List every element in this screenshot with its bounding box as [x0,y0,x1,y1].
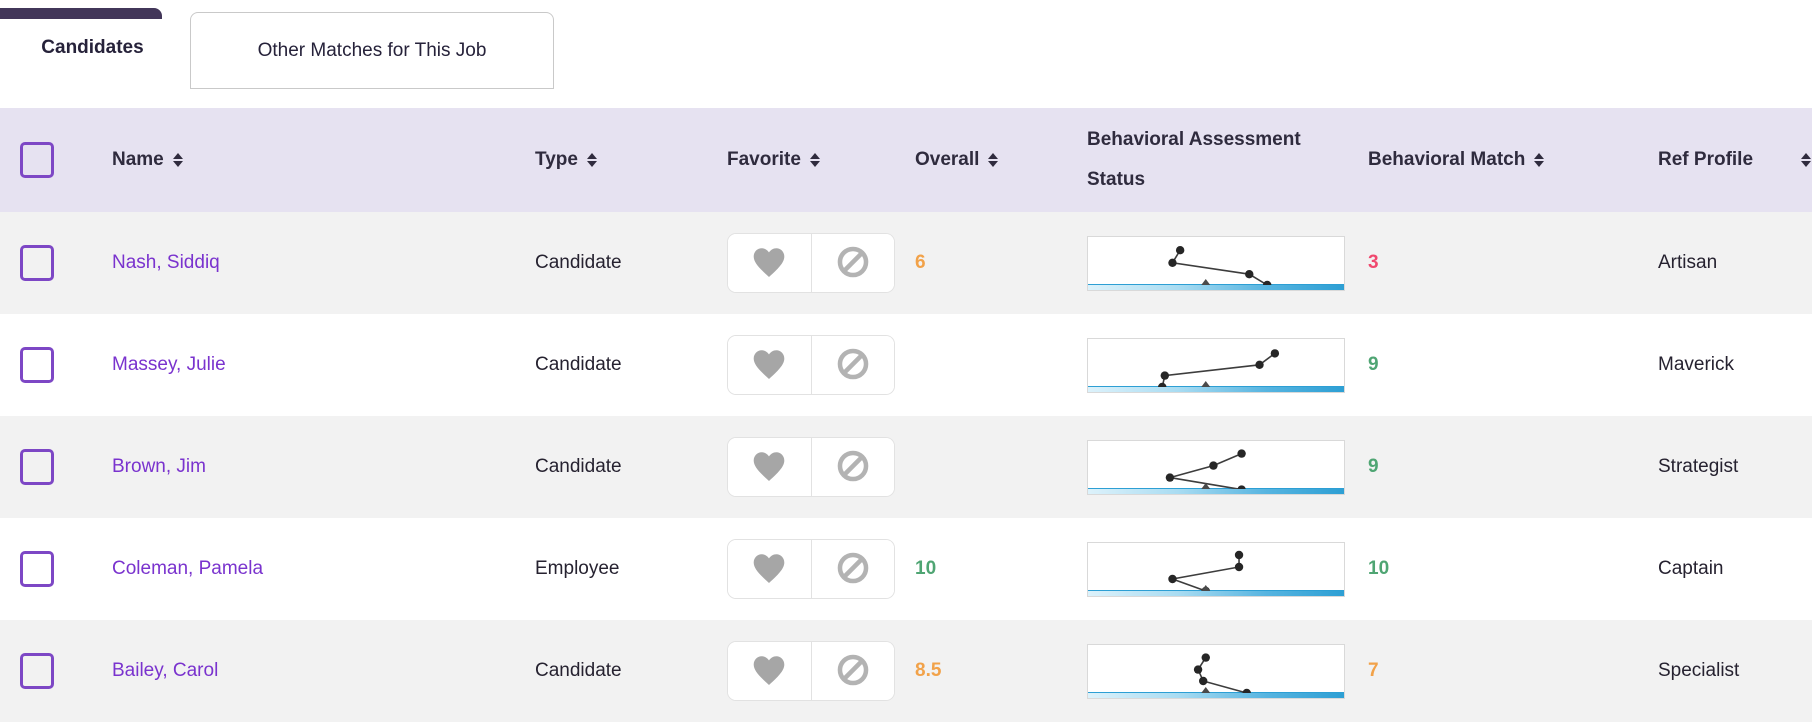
overall-score: 10 [915,558,937,579]
tab-other-matches-label: Other Matches for This Job [257,39,487,61]
table-header-row: Name Type Favorite Overall Behavioral As… [0,108,1812,212]
row-checkbox[interactable] [20,449,54,485]
type-value: Employee [535,558,620,579]
dismiss-block-button[interactable] [811,540,894,598]
favorite-heart-button[interactable] [728,540,812,598]
tab-candidates-label: Candidates [41,37,144,58]
block-icon [836,551,870,588]
chart-gradient-bar [1088,283,1344,290]
favorite-heart-button[interactable] [728,234,812,292]
block-icon [836,347,870,384]
behavioral-match-score: 10 [1368,558,1390,579]
dismiss-block-button[interactable] [811,438,894,496]
behavioral-match-score: 9 [1368,354,1379,375]
column-header-type[interactable]: Type [535,149,578,170]
behavioral-match-score: 7 [1368,660,1379,681]
table-row: Brown, Jim Candidate [0,416,1812,518]
chart-gradient-bar [1088,691,1344,698]
heart-icon [751,551,787,588]
table-row: Coleman, Pamela Employee [0,518,1812,620]
select-all-checkbox[interactable] [20,142,54,178]
favorite-heart-button[interactable] [728,336,812,394]
behavioral-pattern-chart [1087,439,1345,495]
behavioral-match-score: 9 [1368,456,1379,477]
table-row: Bailey, Carol Candidate [0,620,1812,722]
tab-bar: Candidates Other Matches for This Job [0,0,1812,108]
column-header-behavioral-assessment-status: Behavioral Assessment Status [1087,129,1301,190]
candidate-name-link[interactable]: Brown, Jim [112,456,206,477]
overall-score: 6 [915,252,926,273]
type-value: Candidate [535,660,622,681]
heart-icon [751,653,787,690]
favorite-heart-button[interactable] [728,642,812,700]
heart-icon [751,347,787,384]
chart-gradient-bar [1088,487,1344,494]
sort-icon[interactable] [809,153,820,167]
candidate-name-link[interactable]: Coleman, Pamela [112,558,264,579]
candidate-name-link[interactable]: Bailey, Carol [112,660,219,681]
type-value: Candidate [535,456,622,477]
tab-candidates[interactable]: Candidates [0,8,185,88]
behavioral-pattern-chart [1087,541,1345,597]
behavioral-match-score: 3 [1368,252,1379,273]
ref-profile-value: Maverick [1658,354,1735,375]
sort-icon[interactable] [1534,153,1545,167]
ref-profile-value: Strategist [1658,456,1739,477]
column-header-ref-profile[interactable]: Ref Profile [1658,149,1754,170]
sort-icon[interactable] [1801,153,1812,167]
chart-gradient-bar [1088,385,1344,392]
sort-icon[interactable] [988,153,999,167]
heart-icon [751,245,787,282]
table-body: Nash, Siddiq Candidate [0,212,1812,722]
ref-profile-value: Specialist [1658,660,1740,681]
block-icon [836,245,870,282]
active-tab-accent-bar [0,8,162,19]
row-checkbox[interactable] [20,551,54,587]
column-header-name[interactable]: Name [112,149,164,170]
row-checkbox[interactable] [20,347,54,383]
table-row: Massey, Julie Candidate [0,314,1812,416]
dismiss-block-button[interactable] [811,642,894,700]
block-icon [836,653,870,690]
chart-gradient-bar [1088,589,1344,596]
ref-profile-value: Captain [1658,558,1724,579]
heart-icon [751,449,787,486]
sort-icon[interactable] [586,153,597,167]
overall-score: 8.5 [915,660,942,681]
favorite-button-group [727,335,895,395]
row-checkbox[interactable] [20,245,54,281]
dismiss-block-button[interactable] [811,234,894,292]
block-icon [836,449,870,486]
row-checkbox[interactable] [20,653,54,689]
candidate-name-link[interactable]: Nash, Siddiq [112,252,220,273]
favorite-button-group [727,539,895,599]
candidate-name-link[interactable]: Massey, Julie [112,354,226,375]
favorite-button-group [727,641,895,701]
sort-icon[interactable] [172,153,183,167]
column-header-favorite[interactable]: Favorite [727,149,801,170]
tab-other-matches[interactable]: Other Matches for This Job [190,12,554,89]
favorite-button-group [727,233,895,293]
behavioral-pattern-chart [1087,337,1345,393]
table-row: Nash, Siddiq Candidate [0,212,1812,314]
behavioral-pattern-chart [1087,643,1345,699]
favorite-button-group [727,437,895,497]
column-header-behavioral-match[interactable]: Behavioral Match [1368,149,1526,170]
behavioral-pattern-chart [1087,235,1345,291]
column-header-overall[interactable]: Overall [915,149,980,170]
dismiss-block-button[interactable] [811,336,894,394]
ref-profile-value: Artisan [1658,252,1718,273]
candidates-table: Name Type Favorite Overall Behavioral As… [0,108,1812,722]
type-value: Candidate [535,354,622,375]
type-value: Candidate [535,252,622,273]
favorite-heart-button[interactable] [728,438,812,496]
